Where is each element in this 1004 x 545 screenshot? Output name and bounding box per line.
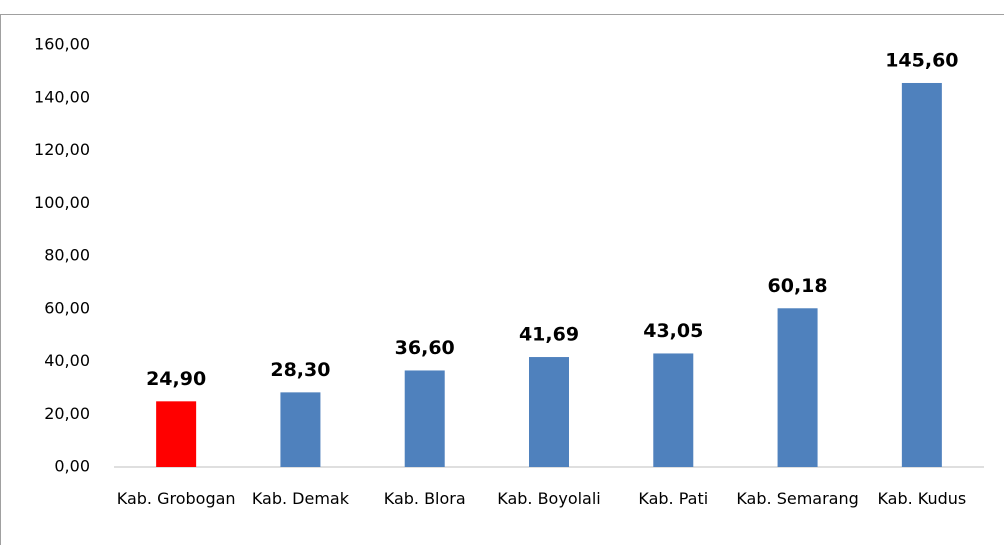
data-label: 145,60: [885, 49, 958, 71]
y-tick-label: 140,00: [34, 87, 90, 106]
bar: [156, 401, 197, 467]
y-tick-label: 100,00: [34, 193, 90, 212]
x-tick-label: Kab. Demak: [251, 489, 349, 508]
x-tick-label: Kab. Pati: [638, 489, 709, 508]
bar: [280, 392, 321, 467]
data-label: 36,60: [395, 337, 455, 359]
x-tick-label: Kab. Kudus: [877, 489, 967, 508]
data-label: 41,69: [519, 324, 579, 346]
y-tick-label: 160,00: [34, 35, 90, 54]
x-tick-label: Kab. Boyolali: [497, 489, 601, 508]
y-tick-label: 120,00: [34, 140, 90, 159]
y-tick-label: 0,00: [54, 457, 90, 476]
bar: [777, 308, 818, 467]
x-tick-label: Kab. Grobogan: [116, 489, 236, 508]
y-tick-label: 20,00: [44, 404, 90, 423]
bar: [653, 353, 694, 467]
bar: [901, 82, 942, 467]
data-label: 28,30: [270, 359, 330, 381]
data-label: 43,05: [643, 320, 703, 342]
bar: [404, 370, 445, 467]
y-tick-label: 40,00: [44, 351, 90, 370]
data-label: 24,90: [146, 368, 206, 390]
y-tick-label: 60,00: [44, 298, 90, 317]
data-label: 60,18: [768, 275, 828, 297]
frame: [0, 14, 1004, 545]
x-tick-label: Kab. Semarang: [736, 489, 859, 508]
bar: [529, 357, 569, 467]
x-tick-label: Kab. Blora: [383, 489, 466, 508]
y-tick-label: 80,00: [44, 246, 90, 265]
